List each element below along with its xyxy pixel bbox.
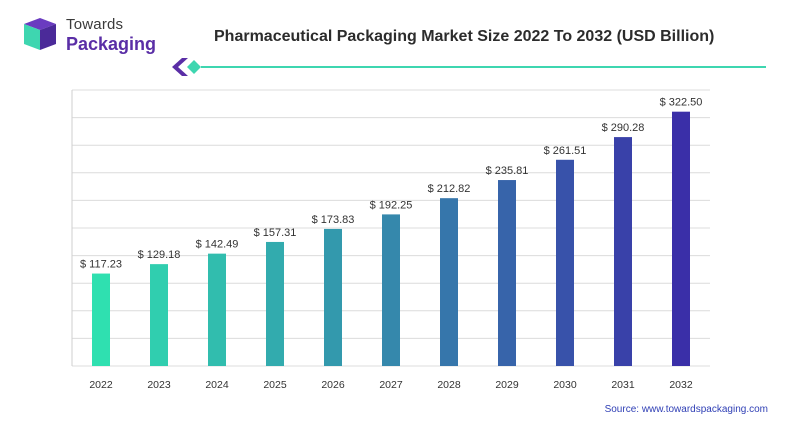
x-tick-label-2031: 2031 [611, 379, 635, 391]
brand-logo: Towards Packaging [20, 14, 180, 58]
x-tick-label-2027: 2027 [379, 379, 403, 391]
bar-2024 [208, 253, 226, 366]
bar-chart: $ 117.23 2022 $ 129.18 2023 $ 142.49 2024 $ 15… [71, 89, 710, 391]
bar-2026 [324, 228, 342, 366]
x-tick-label-2032: 2032 [669, 379, 693, 391]
x-tick-label-2023: 2023 [147, 379, 171, 391]
data-label-2022: $ 117.23 [80, 259, 122, 271]
chevron-left-icon [172, 58, 188, 76]
bar-2029 [498, 180, 516, 366]
chart-title: Pharmaceutical Packaging Market Size 202… [214, 28, 715, 45]
x-tick-label-2030: 2030 [553, 379, 577, 391]
data-label-2028: $ 212.82 [428, 183, 471, 195]
data-label-2030: $ 261.51 [544, 145, 587, 157]
x-tick-label-2029: 2029 [495, 379, 519, 391]
bar-2028 [440, 198, 458, 366]
bar-2031 [614, 137, 632, 366]
diamond-icon [187, 60, 201, 74]
bar-2022 [92, 273, 110, 366]
data-label-2024: $ 142.49 [196, 239, 239, 251]
x-tick-label-2026: 2026 [321, 379, 345, 391]
bar-2023 [150, 264, 168, 366]
data-label-2026: $ 173.83 [312, 214, 355, 226]
x-tick-label-2024: 2024 [205, 379, 229, 391]
brand-name-line1: Towards [66, 16, 124, 33]
data-label-2031: $ 290.28 [602, 122, 645, 134]
x-tick-label-2022: 2022 [89, 379, 113, 391]
bar-2032 [672, 111, 690, 366]
x-tick-label-2025: 2025 [263, 379, 287, 391]
title-underline-decoration [172, 58, 766, 76]
data-label-2027: $ 192.25 [370, 199, 413, 211]
data-label-2023: $ 129.18 [138, 249, 181, 261]
logo-cube-icon [24, 18, 56, 50]
x-tick-label-2028: 2028 [437, 379, 461, 391]
bar-2030 [556, 159, 574, 366]
data-label-2032: $ 322.50 [660, 97, 703, 109]
brand-name-line2: Packaging [66, 34, 157, 54]
source-note: Source: www.towardspackaging.com [604, 404, 768, 415]
bar-2027 [382, 214, 400, 366]
bar-2025 [266, 241, 284, 366]
data-label-2029: $ 235.81 [486, 165, 529, 177]
data-label-2025: $ 157.31 [254, 227, 297, 239]
